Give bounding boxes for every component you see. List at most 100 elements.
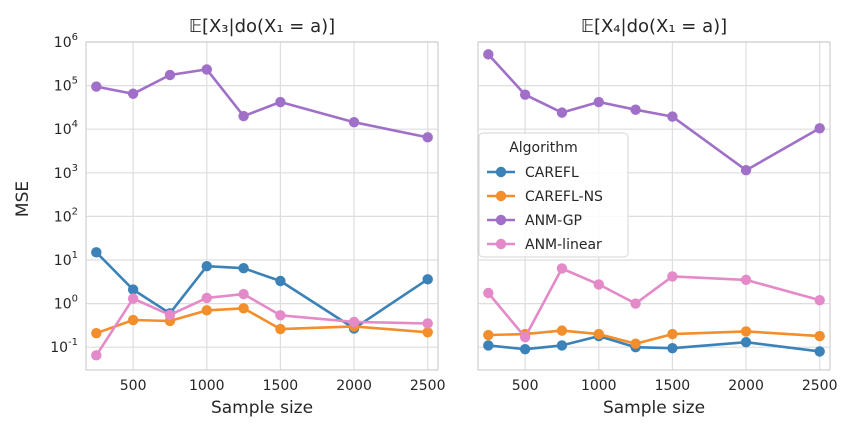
data-point-carefl	[483, 340, 494, 351]
data-point-anm-linear	[483, 287, 494, 299]
x-tick-label: 2500	[802, 378, 838, 394]
data-point-anm-linear	[127, 293, 139, 304]
y-tick-label: 10-1	[50, 337, 78, 356]
data-point-anm-gp	[91, 81, 102, 92]
plot-frame	[85, 41, 439, 371]
data-point-carefl-ns	[740, 326, 752, 337]
data-point-carefl	[127, 284, 139, 295]
data-point-carefl-ns	[91, 327, 102, 339]
x-tick-label: 1000	[189, 378, 225, 394]
x-tick-label: 2000	[336, 378, 372, 394]
data-point-anm-gp	[556, 107, 568, 118]
series-line-anm-linear	[487, 267, 821, 339]
legend-title: Algorithm	[509, 140, 578, 156]
data-point-anm-gp	[593, 96, 604, 108]
chart-title: 𝔼[X₃|do(X₁ = a)]	[189, 16, 335, 37]
data-point-anm-linear	[422, 318, 433, 329]
data-point-anm-linear	[164, 309, 176, 321]
data-point-anm-gp	[483, 49, 494, 60]
series-line-carefl-ns	[488, 329, 820, 346]
y-tick-label: 101	[54, 250, 78, 269]
legend-box	[478, 132, 629, 258]
data-point-anm-gp	[348, 116, 360, 128]
series-line-carefl	[95, 251, 429, 330]
data-point-anm-linear	[556, 263, 568, 274]
data-point-anm-linear	[593, 279, 604, 290]
x-tick-label: 1500	[263, 378, 299, 394]
data-point-carefl-ns	[667, 328, 678, 340]
x-tick-label: 2500	[410, 378, 446, 394]
legend-marker	[495, 238, 507, 250]
y-tick-label: 102	[54, 206, 78, 225]
y-axis-label: MSE	[13, 181, 33, 217]
data-point-carefl-ns	[422, 327, 433, 338]
x-tick-label: 2000	[728, 378, 764, 394]
x-tick-label: 500	[512, 378, 539, 394]
y-tick-label: 104	[54, 119, 78, 138]
data-point-carefl	[275, 275, 286, 287]
data-point-carefl-ns	[483, 329, 494, 341]
chart-title: 𝔼[X₄|do(X₁ = a)]	[581, 16, 727, 37]
series-line-carefl	[488, 334, 820, 353]
plot-frame	[477, 41, 831, 371]
legend-item-label: CAREFL-NS	[525, 189, 603, 205]
legend-item-label: ANM-linear	[525, 237, 602, 253]
data-point-carefl-ns	[556, 325, 568, 336]
series-line-carefl-ns	[95, 306, 428, 335]
data-point-anm-gp	[740, 164, 752, 176]
data-point-carefl-ns	[593, 328, 604, 340]
legend-item-label: CAREFL	[525, 165, 579, 181]
series-line-anm-gp	[96, 68, 428, 139]
data-point-anm-gp	[519, 89, 531, 100]
data-point-carefl	[238, 262, 249, 274]
data-point-anm-gp	[667, 111, 678, 122]
data-point-anm-linear	[348, 316, 360, 328]
data-point-carefl	[556, 340, 568, 351]
data-point-carefl	[814, 346, 825, 357]
data-point-carefl-ns	[275, 323, 286, 335]
data-point-anm-linear	[201, 292, 212, 304]
x-axis-label: Sample size	[603, 398, 705, 418]
legend-marker	[495, 166, 507, 178]
data-point-anm-linear	[814, 294, 825, 306]
data-point-anm-linear	[667, 271, 678, 282]
data-point-anm-linear	[740, 274, 752, 286]
data-point-anm-gp	[630, 104, 641, 115]
y-tick-label: 103	[54, 163, 78, 182]
data-point-anm-gp	[275, 96, 286, 108]
data-point-anm-linear	[519, 331, 531, 343]
y-tick-label: 106	[54, 32, 78, 51]
data-point-carefl	[201, 261, 212, 272]
data-point-anm-linear	[630, 298, 641, 309]
data-point-anm-linear	[91, 350, 102, 361]
data-point-anm-gp	[814, 123, 825, 134]
data-point-carefl-ns	[630, 338, 641, 349]
series-line-anm-gp	[487, 53, 821, 172]
x-axis-label: Sample size	[211, 398, 313, 418]
data-point-carefl	[519, 343, 531, 355]
data-point-anm-gp	[238, 110, 249, 122]
data-point-carefl-ns	[127, 314, 139, 326]
data-point-carefl-ns	[814, 330, 825, 342]
right-panel: 500 1000 1500 2000 2500 𝔼[X₄|do(X₁ = a)] Sampl…	[477, 16, 838, 418]
legend-item-label: ANM-GP	[525, 213, 582, 229]
legend: Algorithm CAREFL CAREFL-NS ANM-GP ANM-linear	[478, 132, 629, 258]
data-point-anm-gp	[422, 132, 433, 143]
x-tick-label: 1500	[655, 378, 691, 394]
x-tick-label: 500	[120, 378, 147, 394]
data-point-anm-gp	[164, 69, 176, 81]
y-tick-label: 105	[54, 76, 78, 95]
data-point-carefl	[667, 342, 678, 354]
data-point-anm-gp	[201, 64, 212, 75]
series-line-anm-linear	[95, 292, 428, 357]
data-point-carefl-ns	[201, 305, 212, 316]
left-panel: 500 1000 1500 2000 2500 10-1 100 101 102 103 104 10…	[50, 16, 445, 418]
data-point-carefl	[740, 337, 752, 348]
x-tick-label: 1000	[581, 378, 617, 394]
data-point-carefl-ns	[238, 303, 249, 314]
data-point-anm-gp	[127, 88, 139, 99]
legend-marker	[495, 214, 507, 226]
legend-marker	[495, 190, 507, 202]
data-point-anm-linear	[238, 288, 249, 300]
